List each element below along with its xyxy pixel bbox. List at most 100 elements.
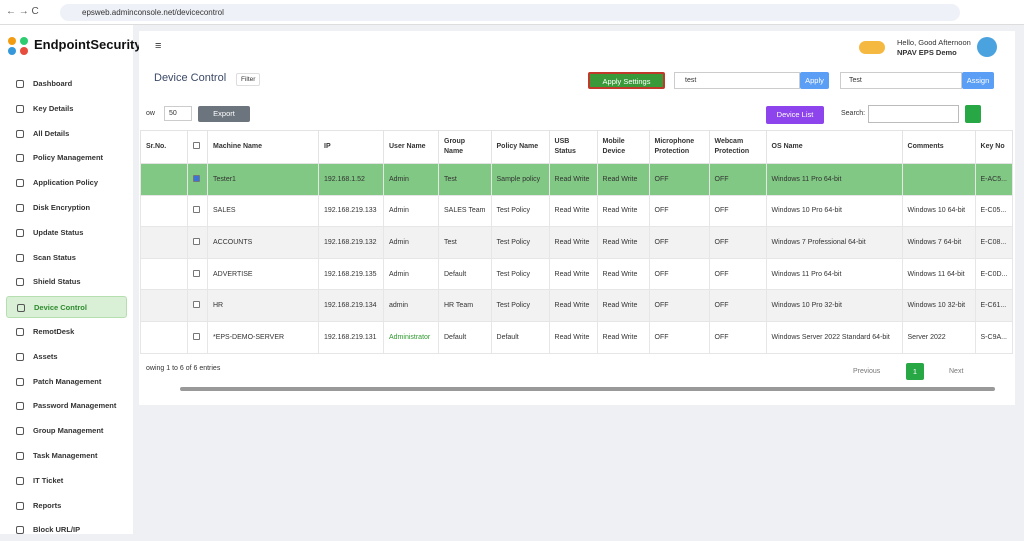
page-size-select[interactable]: 50: [164, 106, 192, 121]
nav-item[interactable]: Group Management: [6, 420, 127, 442]
column-header: USB Status: [548, 130, 598, 164]
checkbox[interactable]: [193, 174, 200, 182]
greeting: Hello, Good Afternoon: [897, 38, 971, 47]
cell-text: Windows 11 64-bit: [907, 270, 965, 278]
assign-button[interactable]: Assign: [962, 72, 994, 89]
scrollbar[interactable]: [180, 387, 995, 391]
logo[interactable]: EndpointSecurity: [34, 37, 142, 52]
theme-toggle[interactable]: [859, 41, 885, 54]
cell-text: Read Write: [602, 302, 638, 310]
nav-icon: [16, 104, 24, 113]
nav-item[interactable]: Patch Management: [6, 371, 127, 393]
nav-item[interactable]: IT Ticket: [6, 470, 127, 492]
nav-label: Group Management: [33, 426, 104, 436]
nav-item[interactable]: Dashboard: [6, 73, 127, 95]
apply-button[interactable]: Apply: [800, 72, 829, 89]
checkbox-cell: [187, 257, 208, 291]
table-cell: SALES: [207, 194, 319, 228]
nav-icon: [16, 278, 24, 287]
nav-item[interactable]: Disk Encryption: [6, 197, 127, 219]
filter-button[interactable]: Filter: [236, 73, 261, 86]
table-cell: Read Write: [548, 194, 598, 228]
nav-icon: [16, 526, 24, 535]
nav-item[interactable]: Task Management: [6, 445, 127, 467]
table-cell: E-C08...: [974, 226, 1014, 259]
nav-icon: [16, 328, 24, 336]
nav-icon: [16, 501, 24, 510]
apply-settings-button[interactable]: Apply Settings: [588, 72, 665, 89]
table-cell: OFF: [708, 194, 767, 228]
nav-item[interactable]: Scan Status: [6, 247, 127, 269]
sr-cell: [140, 163, 188, 196]
nav-label: Shield Status: [33, 277, 81, 287]
nav-item[interactable]: Device Control: [6, 296, 127, 319]
nav-item[interactable]: Block URL/IP: [6, 519, 127, 541]
table-row: ADVERTISE 192.168.219.135 Admin Default Test…: [140, 257, 1014, 291]
nav-icon: [16, 476, 24, 485]
cell-text: Windows 10 Pro 64-bit: [771, 207, 842, 215]
nav-label: Device Control: [34, 303, 87, 313]
cell-text: Default: [444, 333, 467, 341]
column-header: Group Name: [438, 130, 492, 164]
nav-item[interactable]: Policy Management: [6, 147, 127, 169]
nav-label: All Details: [33, 128, 70, 138]
cell-text: Administrator: [389, 333, 431, 341]
cell-text: OFF: [714, 302, 729, 310]
cell-text: Admin: [389, 238, 409, 246]
checkbox[interactable]: [193, 237, 200, 245]
group-select[interactable]: Test: [840, 72, 962, 89]
policy-input[interactable]: test: [674, 72, 800, 89]
nav-item[interactable]: All Details: [6, 123, 127, 145]
table-cell: ADVERTISE: [207, 257, 319, 291]
next-button[interactable]: Next: [949, 368, 964, 375]
table-cell: Read Write: [596, 289, 650, 322]
device-list-button[interactable]: Device List: [766, 106, 824, 124]
nav-item[interactable]: Reports: [6, 495, 127, 517]
table-cell: Tester1: [207, 163, 319, 196]
table-cell: Windows 11 Pro 64-bit: [765, 257, 903, 291]
table-cell: E-C0D...: [974, 257, 1014, 291]
checkbox[interactable]: [193, 206, 200, 214]
sr-cell: [140, 320, 188, 354]
logo-icon: [8, 37, 28, 55]
checkbox[interactable]: [193, 269, 200, 277]
table-cell: Read Write: [596, 163, 650, 196]
cell-text: Admin: [389, 175, 409, 183]
nav-label: Block URL/IP: [33, 525, 81, 535]
page-button[interactable]: 1: [906, 363, 924, 380]
previous-button[interactable]: Previous: [853, 368, 881, 375]
header-row: Sr.No. Machine Name IP User Name Group Name P…: [140, 130, 1014, 164]
cell-text: HR: [213, 302, 224, 310]
cell-text: Windows 10 Pro 32-bit: [771, 302, 842, 310]
checkbox[interactable]: [193, 301, 200, 309]
search-input[interactable]: [868, 105, 959, 123]
table-cell: OFF: [648, 289, 710, 322]
nav-item[interactable]: Password Management: [6, 395, 127, 417]
nav-item[interactable]: Assets: [6, 346, 127, 368]
menu-toggle[interactable]: ≡: [155, 40, 162, 52]
nav-item[interactable]: Key Details: [6, 98, 127, 120]
cell-text: 192.168.219.135: [324, 270, 377, 278]
checkbox[interactable]: [193, 332, 200, 340]
cell-text: OFF: [654, 333, 669, 341]
column-header: Comments: [901, 130, 976, 164]
table-cell: Read Write: [596, 320, 650, 354]
nav-buttons[interactable]: ← → C: [6, 6, 39, 17]
nav-icon: [16, 427, 24, 436]
cell-text: Read Write: [602, 207, 638, 215]
nav-label: Application Policy: [33, 178, 99, 188]
cell-text: Read Write: [602, 175, 638, 183]
refresh-button[interactable]: [965, 105, 981, 123]
nav-item[interactable]: RemotDesk: [6, 321, 127, 343]
export-button[interactable]: Export: [198, 106, 250, 122]
nav-item[interactable]: Update Status: [6, 222, 127, 244]
address-bar[interactable]: epsweb.adminconsole.net/devicecontrol: [60, 4, 960, 21]
nav-item[interactable]: Application Policy: [6, 172, 127, 194]
nav-icon: [16, 377, 24, 386]
table-cell: Admin: [383, 163, 439, 196]
checkbox[interactable]: [193, 141, 200, 149]
avatar[interactable]: [977, 37, 997, 57]
table-cell: 192.168.219.134: [318, 289, 384, 322]
nav-item[interactable]: Shield Status: [6, 271, 127, 293]
